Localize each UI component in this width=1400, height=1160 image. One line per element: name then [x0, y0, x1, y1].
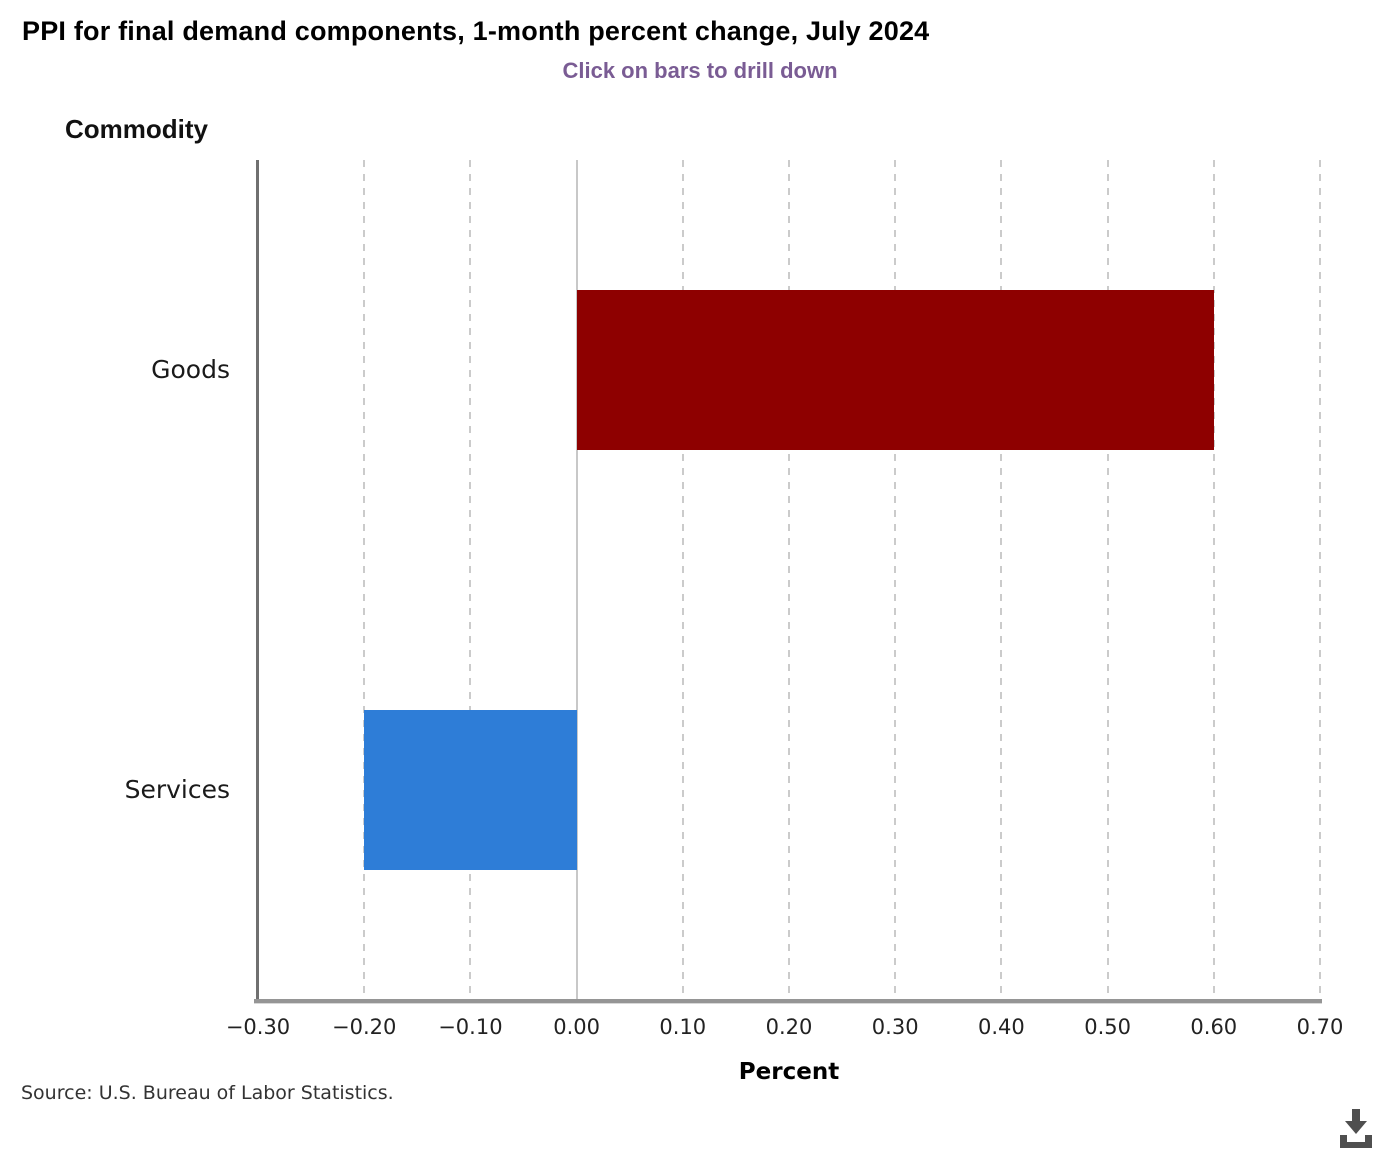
x-tick-label: 0.50	[1084, 1015, 1131, 1039]
gridline	[1106, 160, 1109, 1000]
x-tick-label: 0.30	[871, 1015, 919, 1039]
chart-subtitle: Click on bars to drill down	[562, 58, 838, 83]
x-axis-title: Percent	[738, 1059, 840, 1085]
plot-area	[258, 160, 1321, 1000]
y-axis-line	[256, 160, 259, 1002]
gridline	[363, 160, 366, 1000]
category-label-goods: Goods	[151, 355, 230, 384]
gridline	[1319, 160, 1321, 1000]
x-tick-label: −0.30	[225, 1015, 291, 1039]
x-tick-label: 0.70	[1296, 1015, 1344, 1039]
source-note: Source: U.S. Bureau of Labor Statistics.	[21, 1082, 394, 1104]
x-tick-label: −0.20	[332, 1015, 397, 1039]
x-tick-label: 0.60	[1190, 1015, 1238, 1039]
download-icon	[1340, 1109, 1372, 1148]
zero-gridline	[575, 160, 578, 1000]
bar-services[interactable]	[364, 710, 577, 870]
gridline	[1212, 160, 1215, 1000]
x-tick-label: 0.10	[659, 1015, 707, 1039]
gridline	[1000, 160, 1003, 1000]
x-tick-label: −0.10	[438, 1015, 503, 1039]
gridline	[788, 160, 790, 1000]
bar-goods[interactable]	[576, 290, 1214, 450]
x-tick-label: 0.40	[978, 1015, 1025, 1039]
x-axis-line	[254, 999, 1322, 1004]
x-tick-label: 0.00	[553, 1015, 600, 1039]
gridline	[681, 160, 684, 1000]
chart-title: PPI for final demand components, 1-month…	[22, 16, 930, 46]
download-button[interactable]	[1332, 1104, 1380, 1154]
category-label-services: Services	[124, 775, 230, 804]
gridline	[894, 160, 897, 1000]
x-tick-label: 0.20	[765, 1015, 813, 1039]
y-axis-title: Commodity	[65, 114, 208, 144]
gridline	[469, 160, 472, 1000]
